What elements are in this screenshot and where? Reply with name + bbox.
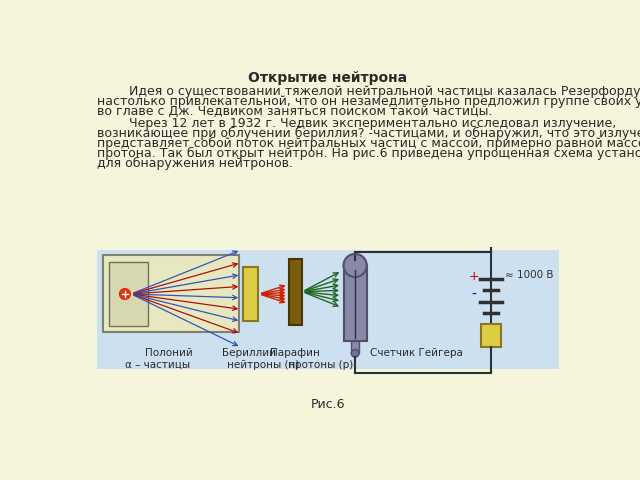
Text: Счетчик Гейгера: Счетчик Гейгера bbox=[370, 348, 463, 359]
Text: Рис.6: Рис.6 bbox=[311, 398, 345, 411]
Text: настолько привлекательной, что он незамедлительно предложил группе своих ученико: настолько привлекательной, что он незаме… bbox=[97, 96, 640, 108]
Text: Идея о существовании тяжелой нейтральной частицы казалась Резерфорду: Идея о существовании тяжелой нейтральной… bbox=[97, 85, 640, 98]
Text: во главе с Дж. Чедвиком заняться поиском такой частицы.: во главе с Дж. Чедвиком заняться поиском… bbox=[97, 105, 493, 119]
Text: α – частицы: α – частицы bbox=[125, 360, 190, 370]
Text: протона. Так был открыт нейтрон. На рис.6 приведена упрощенная схема установки: протона. Так был открыт нейтрон. На рис.… bbox=[97, 147, 640, 160]
Bar bbox=[103, 255, 239, 333]
Text: нейтроны (н): нейтроны (н) bbox=[227, 360, 299, 370]
Text: Открытие нейтрона: Открытие нейтрона bbox=[248, 72, 408, 85]
Text: протоны (р): протоны (р) bbox=[289, 360, 354, 370]
Bar bbox=[351, 341, 359, 353]
Text: представляет собой поток нейтральных частиц с массой, примерно равной массе: представляет собой поток нейтральных час… bbox=[97, 137, 640, 150]
Text: Через 12 лет в 1932 г. Чедвик экспериментально исследовал излучение,: Через 12 лет в 1932 г. Чедвик эксперимен… bbox=[97, 117, 616, 130]
Bar bbox=[109, 262, 148, 326]
Bar bbox=[97, 250, 559, 370]
Bar bbox=[289, 259, 301, 325]
Text: Бериллий: Бериллий bbox=[222, 348, 276, 359]
Text: возникающее при облучении бериллия? -частицами, и обнаружил, что это излучение: возникающее при облучении бериллия? -час… bbox=[97, 127, 640, 140]
Text: Полоний: Полоний bbox=[145, 348, 193, 359]
Text: +: + bbox=[468, 270, 479, 283]
Circle shape bbox=[344, 254, 367, 277]
Bar bbox=[243, 267, 259, 321]
Text: -: - bbox=[471, 288, 476, 302]
Circle shape bbox=[120, 288, 131, 300]
Bar bbox=[344, 265, 367, 341]
Text: Парафин: Парафин bbox=[269, 348, 319, 359]
Text: для обнаружения нейтронов.: для обнаружения нейтронов. bbox=[97, 157, 293, 170]
Text: ≈ 1000 В: ≈ 1000 В bbox=[505, 270, 553, 280]
Circle shape bbox=[351, 349, 359, 357]
Bar bbox=[481, 324, 501, 347]
